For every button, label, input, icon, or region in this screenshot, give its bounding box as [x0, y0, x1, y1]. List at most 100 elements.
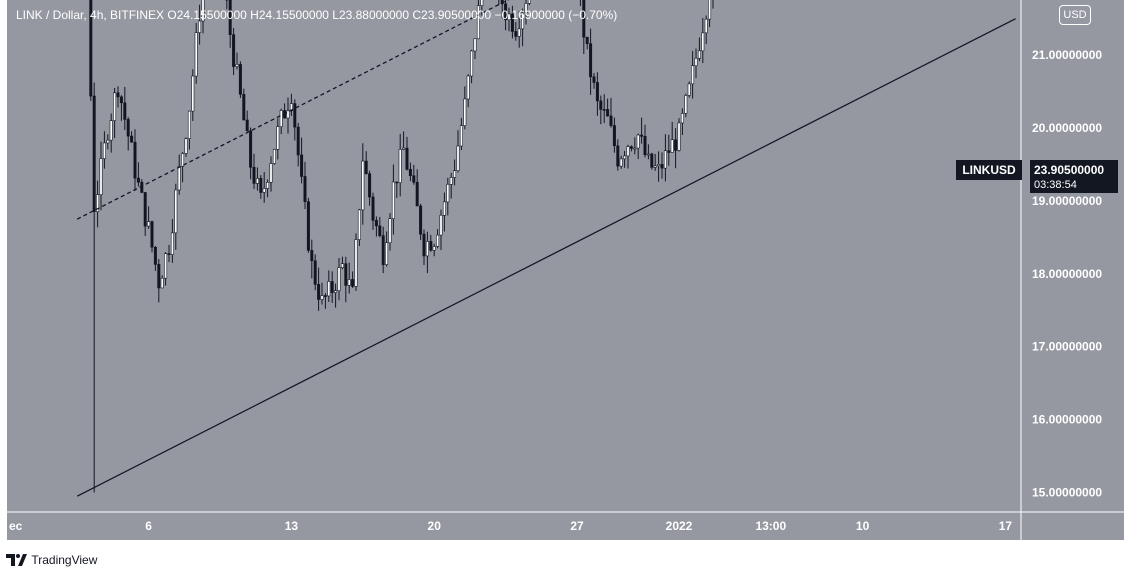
candle-body-42 — [158, 264, 160, 288]
candle-body-187 — [651, 154, 653, 167]
candle-body-190 — [661, 164, 663, 168]
candle-body-189 — [657, 164, 659, 165]
candle-body-131 — [460, 126, 462, 146]
price-tick-label: 15.00000000 — [1032, 486, 1102, 500]
candle-body-107 — [379, 226, 381, 236]
candle-body-47 — [175, 190, 177, 233]
candle-body-84 — [300, 155, 302, 177]
candle-body-77 — [277, 127, 279, 150]
branding[interactable]: TradingView — [6, 552, 97, 568]
candle-body-83 — [297, 127, 299, 155]
candle-body-76 — [273, 149, 275, 163]
candle-body-109 — [385, 243, 387, 265]
candle-body-75 — [270, 164, 272, 183]
candle-body-95 — [338, 268, 340, 291]
candle-body-67 — [243, 94, 245, 120]
candle-body-186 — [647, 154, 649, 155]
candle-body-28 — [110, 121, 112, 140]
candle-body-132 — [464, 99, 466, 126]
candle-body-134 — [470, 51, 472, 76]
candle-body-34 — [130, 136, 132, 142]
candle-body-170 — [593, 77, 595, 83]
candle-body-151 — [528, 0, 530, 3]
candle-body-196 — [681, 113, 683, 123]
candle-body-130 — [457, 146, 459, 171]
candle-body-133 — [467, 76, 469, 99]
candle-body-91 — [324, 296, 326, 297]
candle-body-148 — [518, 29, 520, 37]
candle-body-180 — [627, 147, 629, 156]
price-tick-label: 21.00000000 — [1032, 48, 1102, 62]
time-tick-label: ec — [9, 519, 23, 533]
candle-body-50 — [185, 139, 187, 154]
candle-body-125 — [440, 215, 442, 235]
tradingview-logo-icon — [6, 554, 28, 566]
time-tick-label: 2022 — [666, 519, 693, 533]
candle-body-126 — [443, 202, 445, 215]
candle-body-43 — [161, 278, 163, 288]
open-key: O — [167, 8, 176, 22]
candle-body-53 — [195, 33, 197, 76]
candle-body-137 — [481, 0, 483, 6]
candle-body-33 — [127, 119, 129, 136]
candle-body-44 — [164, 254, 166, 279]
time-tick-label: 10 — [856, 519, 870, 533]
candle-body-99 — [351, 279, 353, 286]
symbol-label: LINK / Dollar, 4h, BITFINEX — [16, 8, 164, 22]
candle-body-199 — [691, 66, 693, 84]
candle-body-105 — [372, 197, 374, 220]
candle-body-191 — [664, 151, 666, 168]
chart-header: LINK / Dollar, 4h, BITFINEX O 24.15500000… — [16, 8, 617, 22]
candle-body-38 — [144, 192, 146, 226]
candle-body-120 — [423, 234, 425, 256]
candle-body-90 — [321, 296, 323, 300]
candle-body-72 — [260, 178, 262, 192]
time-axis-background — [7, 512, 1124, 540]
candle-body-96 — [341, 264, 343, 268]
candle-body-106 — [375, 220, 377, 226]
candle-body-68 — [246, 120, 248, 131]
candle-body-168 — [586, 37, 588, 43]
candle-body-108 — [382, 236, 384, 265]
high-key: H — [250, 8, 259, 22]
high-value: 24.15500000 — [259, 8, 329, 22]
candle-body-174 — [606, 109, 608, 115]
candle-body-188 — [654, 166, 656, 167]
time-tick-label: 6 — [145, 519, 152, 533]
price-tick-label: 20.00000000 — [1032, 121, 1102, 135]
candle-body-175 — [610, 116, 612, 126]
candle-body-119 — [419, 206, 421, 234]
candle-body-54 — [198, 21, 200, 33]
candle-body-25 — [100, 159, 102, 195]
candle-body-52 — [192, 76, 194, 111]
candle-body-124 — [436, 235, 438, 246]
candle-body-195 — [678, 123, 680, 151]
price-axis-background — [1021, 0, 1124, 512]
currency-button[interactable]: USD — [1059, 5, 1091, 25]
candle-body-202 — [702, 33, 704, 51]
plot-background — [7, 0, 1021, 512]
candle-body-89 — [317, 284, 319, 299]
candle-body-102 — [362, 161, 364, 210]
candle-body-41 — [154, 247, 156, 264]
candle-body-171 — [596, 82, 598, 100]
time-tick-label: 20 — [428, 519, 442, 533]
candle-body-113 — [399, 149, 401, 182]
candle-body-204 — [708, 0, 710, 19]
candle-body-172 — [600, 101, 602, 109]
last-price-tag: LINKUSD 23.90500000 03:38:54 — [956, 160, 1118, 194]
candle-body-78 — [280, 110, 282, 126]
candle-body-86 — [307, 202, 309, 251]
change-value: −0.16900000 (−0.70%) — [494, 8, 617, 22]
candle-body-48 — [178, 166, 180, 190]
candle-body-92 — [328, 281, 330, 295]
candle-body-51 — [188, 111, 190, 139]
low-value: 23.88000000 — [339, 8, 409, 22]
candle-body-127 — [447, 184, 449, 202]
candle-body-201 — [698, 51, 700, 58]
candle-body-100 — [355, 240, 357, 287]
tradingview-name: TradingView — [31, 553, 97, 567]
candle-body-200 — [695, 58, 697, 65]
